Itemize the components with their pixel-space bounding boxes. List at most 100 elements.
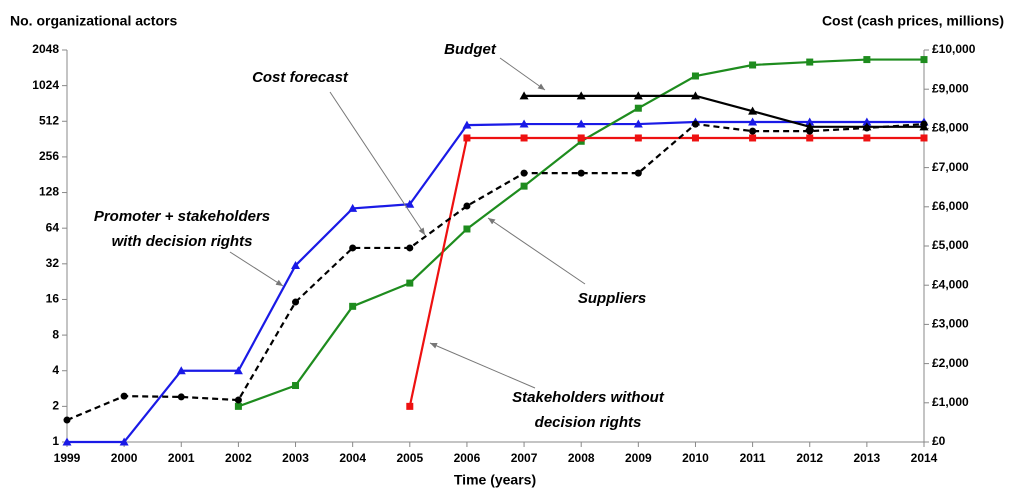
x-tick-label: 2010 [682, 451, 709, 465]
annotation: with decision rights [112, 233, 253, 250]
marker [63, 416, 71, 424]
marker [806, 134, 814, 142]
marker [576, 91, 586, 100]
marker [62, 437, 72, 446]
x-tick-label: 2009 [625, 451, 652, 465]
marker [120, 392, 128, 400]
marker [234, 396, 242, 404]
marker [748, 117, 758, 126]
marker [634, 169, 642, 177]
y2-tick-label: £6,000 [932, 199, 969, 213]
y2-tick-label: £10,000 [932, 42, 976, 56]
y2-tick-label: £8,000 [932, 121, 969, 135]
y2-tick-label: £9,000 [932, 81, 969, 95]
marker [463, 134, 471, 142]
marker [176, 366, 186, 375]
marker [234, 402, 242, 410]
annotation-arrow [429, 342, 536, 389]
marker [748, 106, 758, 115]
y-tick-label: 32 [46, 256, 60, 270]
series-line [408, 136, 924, 407]
marker [348, 203, 358, 212]
marker [292, 298, 300, 306]
y-axis-label: No. organizational actors [10, 13, 177, 29]
x-tick-label: 1999 [54, 451, 81, 465]
y-tick-label: 16 [46, 292, 60, 306]
y-tick-label: 128 [39, 185, 59, 199]
marker [633, 119, 643, 128]
y2-axis-label: Cost (cash prices, millions) [822, 13, 1004, 29]
x-tick-label: 2005 [396, 451, 423, 465]
x-tick-label: 2008 [568, 451, 595, 465]
marker [519, 91, 529, 100]
marker [520, 134, 528, 142]
annotation: Budget [444, 41, 497, 58]
x-tick-label: 2001 [168, 451, 195, 465]
marker [462, 120, 472, 129]
marker [406, 244, 414, 252]
y2-tick-label: £0 [932, 434, 946, 448]
marker [520, 169, 528, 177]
marker [691, 72, 699, 80]
series-line [66, 122, 925, 422]
x-tick-label: 2000 [111, 451, 138, 465]
marker [463, 225, 471, 233]
series-line [238, 58, 924, 408]
marker [577, 169, 585, 177]
y-tick-label: 64 [46, 220, 60, 234]
x-tick-label: 2014 [911, 451, 938, 465]
marker [749, 134, 757, 142]
marker [577, 134, 585, 142]
marker [177, 393, 185, 401]
marker [119, 437, 129, 446]
y-tick-label: 1 [52, 434, 59, 448]
series-line [524, 94, 924, 128]
y2-tick-label: £7,000 [932, 160, 969, 174]
x-tick-label: 2012 [796, 451, 823, 465]
marker [519, 119, 529, 128]
marker [920, 56, 928, 64]
annotation-arrow [229, 251, 284, 287]
marker [349, 302, 357, 310]
marker [690, 91, 700, 100]
series-line [67, 120, 924, 444]
marker [862, 117, 872, 126]
marker [805, 122, 815, 131]
marker [291, 260, 301, 269]
marker [749, 127, 757, 135]
y-tick-label: 4 [52, 363, 59, 377]
y-tick-label: 2 [52, 399, 59, 413]
marker [863, 56, 871, 64]
annotation: Promoter + stakeholders [94, 208, 270, 225]
x-tick-label: 2003 [282, 451, 309, 465]
marker [292, 382, 300, 390]
marker [806, 58, 814, 66]
x-tick-label: 2011 [740, 451, 766, 465]
y2-tick-label: £4,000 [932, 277, 969, 291]
annotation-arrow [499, 57, 546, 91]
marker [463, 202, 471, 210]
annotation: decision rights [535, 414, 642, 431]
marker [576, 119, 586, 128]
y2-tick-label: £2,000 [932, 356, 969, 370]
y-tick-label: 512 [39, 113, 59, 127]
y-tick-label: 2048 [32, 42, 59, 56]
marker [520, 182, 528, 190]
marker [634, 104, 642, 112]
marker [919, 122, 929, 131]
marker [691, 134, 699, 142]
marker [863, 134, 871, 142]
annotation: Suppliers [578, 290, 646, 307]
y2-tick-label: £5,000 [932, 238, 969, 252]
x-tick-label: 2002 [225, 451, 252, 465]
x-tick-label: 2013 [854, 451, 881, 465]
marker [805, 117, 815, 126]
marker [406, 402, 414, 410]
y-tick-label: 256 [39, 149, 59, 163]
marker [633, 91, 643, 100]
marker [920, 134, 928, 142]
marker [349, 244, 357, 252]
y2-tick-label: £1,000 [932, 395, 969, 409]
y-tick-label: 1024 [32, 78, 59, 92]
